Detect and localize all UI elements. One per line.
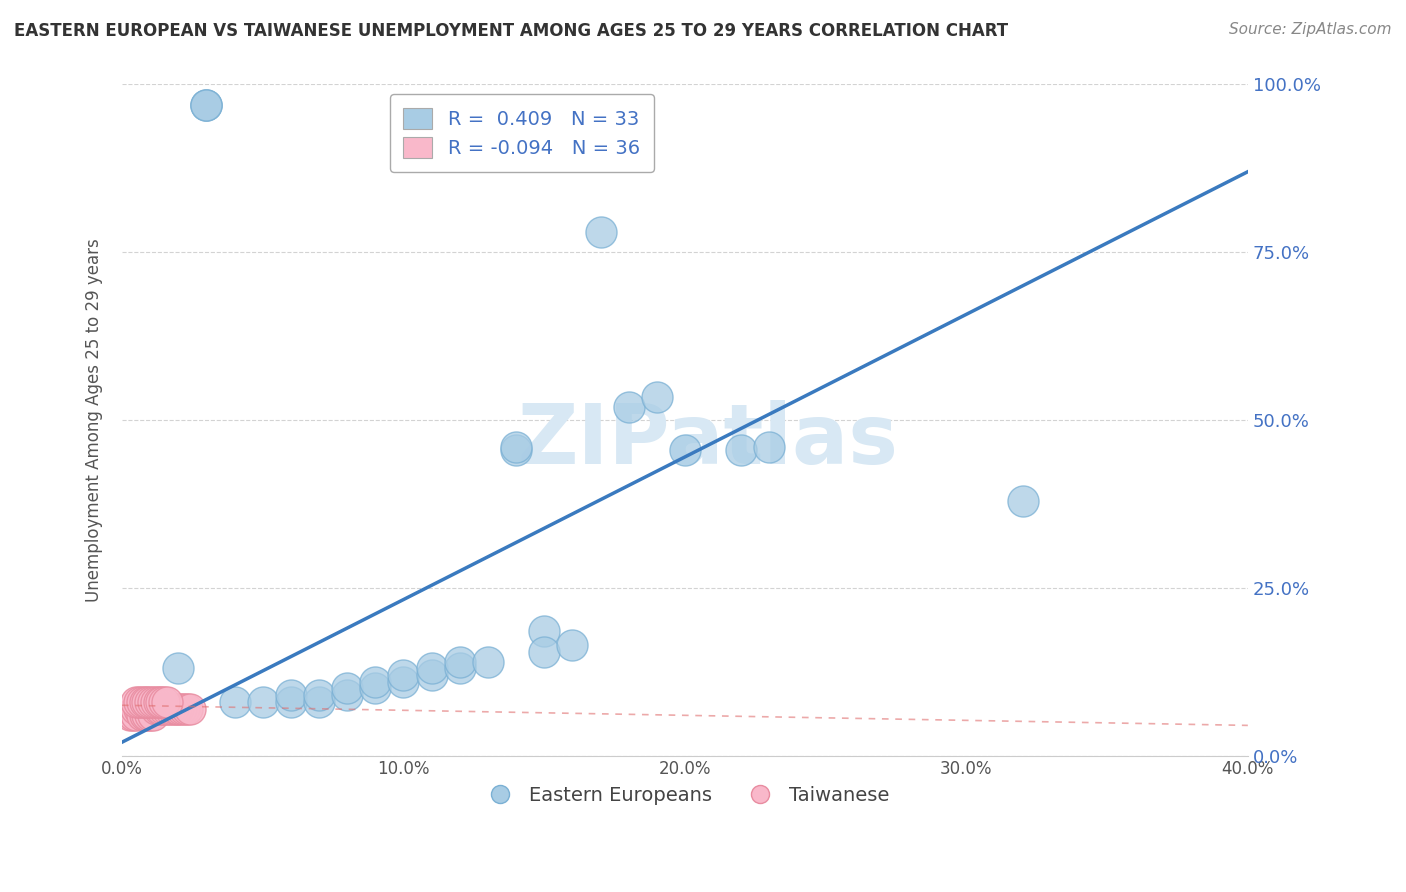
Point	[139, 708, 162, 723]
Point	[673, 443, 696, 458]
Point	[336, 688, 359, 702]
Y-axis label: Unemployment Among Ages 25 to 29 years: Unemployment Among Ages 25 to 29 years	[86, 238, 103, 602]
Point	[156, 695, 179, 709]
Point	[162, 701, 184, 715]
Point	[156, 701, 179, 715]
Text: ZIPatlas: ZIPatlas	[517, 400, 898, 481]
Point	[179, 701, 201, 715]
Point	[533, 644, 555, 658]
Point	[159, 701, 181, 715]
Point	[505, 443, 527, 458]
Point	[131, 695, 153, 709]
Point	[142, 695, 165, 709]
Point	[364, 681, 387, 696]
Point	[420, 668, 443, 682]
Point	[308, 688, 330, 702]
Point	[308, 695, 330, 709]
Point	[176, 701, 198, 715]
Point	[134, 708, 156, 723]
Point	[142, 708, 165, 723]
Point	[136, 695, 159, 709]
Point	[131, 701, 153, 715]
Text: Source: ZipAtlas.com: Source: ZipAtlas.com	[1229, 22, 1392, 37]
Legend: Eastern Europeans, Taiwanese: Eastern Europeans, Taiwanese	[472, 779, 897, 813]
Point	[392, 668, 415, 682]
Point	[134, 695, 156, 709]
Point	[280, 695, 302, 709]
Point	[280, 688, 302, 702]
Point	[165, 701, 187, 715]
Point	[131, 708, 153, 723]
Point	[148, 695, 170, 709]
Point	[505, 440, 527, 454]
Point	[139, 695, 162, 709]
Point	[617, 400, 640, 414]
Point	[449, 661, 471, 675]
Point	[392, 674, 415, 689]
Point	[336, 681, 359, 696]
Point	[150, 695, 173, 709]
Point	[173, 701, 195, 715]
Point	[167, 661, 190, 675]
Point	[449, 655, 471, 669]
Point	[128, 701, 150, 715]
Point	[125, 695, 148, 709]
Point	[1011, 493, 1033, 508]
Point	[170, 701, 193, 715]
Point	[561, 638, 583, 652]
Point	[364, 674, 387, 689]
Point	[150, 701, 173, 715]
Point	[122, 708, 145, 723]
Point	[128, 695, 150, 709]
Point	[195, 97, 218, 112]
Point	[252, 695, 274, 709]
Point	[125, 708, 148, 723]
Point	[153, 701, 176, 715]
Point	[148, 701, 170, 715]
Point	[224, 695, 246, 709]
Point	[730, 443, 752, 458]
Point	[145, 695, 167, 709]
Point	[420, 661, 443, 675]
Point	[167, 701, 190, 715]
Point	[477, 655, 499, 669]
Point	[145, 701, 167, 715]
Point	[589, 225, 612, 239]
Point	[758, 440, 780, 454]
Point	[153, 695, 176, 709]
Point	[120, 708, 142, 723]
Point	[195, 97, 218, 112]
Point	[533, 624, 555, 639]
Point	[125, 701, 148, 715]
Text: EASTERN EUROPEAN VS TAIWANESE UNEMPLOYMENT AMONG AGES 25 TO 29 YEARS CORRELATION: EASTERN EUROPEAN VS TAIWANESE UNEMPLOYME…	[14, 22, 1008, 40]
Point	[195, 97, 218, 112]
Point	[645, 390, 668, 404]
Point	[136, 708, 159, 723]
